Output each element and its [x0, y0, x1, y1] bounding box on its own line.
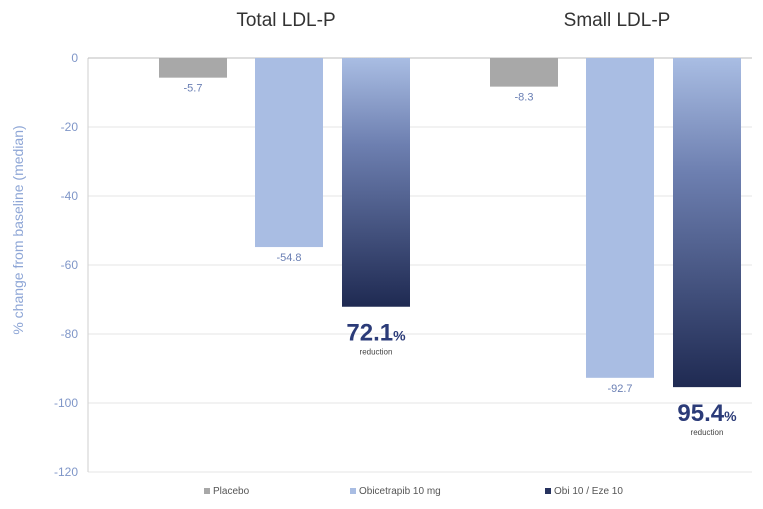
callout-unit: % [724, 408, 737, 424]
callout-number: 72.1 [346, 320, 393, 347]
y-tick-label: -100 [54, 396, 78, 410]
callout-note: reduction [691, 428, 724, 437]
data-label: -92.7 [607, 383, 632, 395]
bar [490, 58, 558, 87]
y-tick-label: -80 [61, 327, 79, 341]
bar [342, 58, 410, 307]
group-titles: Total LDL-P Small LDL-P [236, 10, 670, 31]
data-labels: -5.7 -54.8 -8.3 -92.7 [184, 83, 633, 395]
bar [586, 58, 654, 378]
bars [159, 58, 741, 388]
legend-label: Placebo [213, 486, 250, 497]
y-tick-label: -40 [61, 189, 79, 203]
legend-swatch [350, 488, 356, 494]
y-tick-label: -60 [61, 258, 79, 272]
legend-swatch [545, 488, 551, 494]
callout-unit: % [393, 328, 406, 344]
data-label: -8.3 [515, 92, 534, 104]
y-axis-label: % change from baseline (median) [10, 125, 26, 334]
group-title: Small LDL-P [564, 10, 671, 31]
y-tick-label: -20 [61, 120, 79, 134]
bar [255, 58, 323, 248]
legend: Placebo Obicetrapib 10 mg Obi 10 / Eze 10 [204, 486, 623, 497]
bar [159, 58, 227, 78]
callout-value: 72.1% [346, 320, 406, 347]
data-label: -5.7 [184, 83, 203, 95]
callout-value: 95.4% [677, 400, 737, 427]
callout-number: 95.4 [677, 400, 724, 427]
legend-swatch [204, 488, 210, 494]
group-title: Total LDL-P [236, 10, 335, 31]
bar [673, 58, 741, 388]
callout-note: reduction [360, 348, 393, 357]
data-label: -54.8 [276, 252, 301, 264]
y-tick-label: 0 [71, 51, 78, 65]
legend-label: Obicetrapib 10 mg [359, 486, 441, 497]
y-tick-label: -120 [54, 465, 78, 479]
legend-label: Obi 10 / Eze 10 [554, 486, 623, 497]
